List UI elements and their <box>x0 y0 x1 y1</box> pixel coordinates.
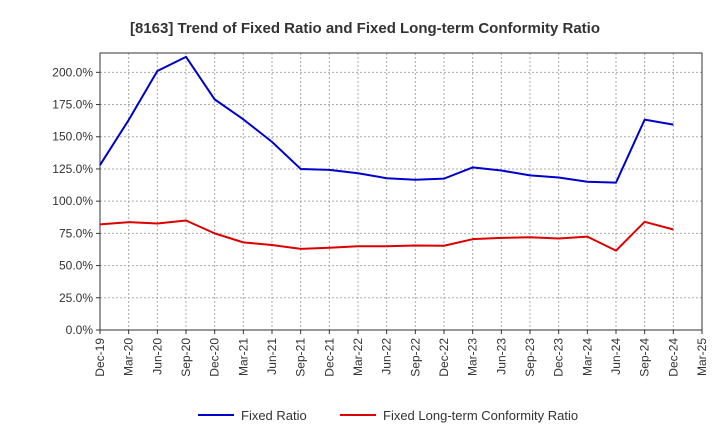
x-tick-label: Mar-22 <box>351 338 365 376</box>
x-tick-label: Dec-19 <box>93 338 107 377</box>
chart-title: [8163] Trend of Fixed Ratio and Fixed Lo… <box>130 20 600 37</box>
x-tick-label: Dec-24 <box>666 338 680 377</box>
legend: Fixed Ratio Fixed Long-term Conformity Ra… <box>198 408 578 423</box>
y-tick-label: 0.0% <box>66 323 94 337</box>
x-tick-label: Sep-23 <box>523 338 537 377</box>
x-tick-label: Jun-21 <box>265 338 279 375</box>
series-line-fixed-ratio <box>99 55 674 184</box>
legend-label-fixed-ratio: Fixed Ratio <box>241 408 307 423</box>
x-tick-label: Sep-22 <box>408 338 422 377</box>
y-tick-labels: 0.0% 25.0% 50.0% 75.0% 100.0% 125.0% 150.0% 175… <box>52 65 93 337</box>
x-tick-label: Dec-23 <box>552 338 566 377</box>
x-tick-label: Jun-22 <box>380 338 394 375</box>
plot-frame <box>99 52 703 331</box>
series-lines <box>99 55 674 252</box>
legend-label-fixed-long-term-conformity-ratio: Fixed Long-term Conformity Ratio <box>383 408 578 423</box>
x-tick-label: Mar-21 <box>236 338 250 376</box>
x-tick-label: Sep-24 <box>638 338 652 377</box>
x-tick-label: Mar-24 <box>580 338 594 376</box>
y-tick-label: 175.0% <box>52 98 93 112</box>
x-tick-label: Mar-20 <box>122 338 136 376</box>
axes <box>96 52 703 334</box>
y-tick-label: 25.0% <box>59 291 93 305</box>
x-tick-label: Dec-21 <box>322 338 336 377</box>
y-tick-label: 125.0% <box>52 162 93 176</box>
x-tick-label: Mar-25 <box>695 338 709 376</box>
grid-lines <box>99 53 703 331</box>
y-tick-label: 50.0% <box>59 259 93 273</box>
y-tick-label: 75.0% <box>59 226 93 240</box>
x-tick-labels: Dec-19 Mar-20 Jun-20 Sep-20 Dec-20 Mar-21 Jun-… <box>93 338 709 377</box>
series-line-fixed-long-term-conformity-ratio <box>99 219 674 252</box>
x-tick-label: Jun-20 <box>150 338 164 375</box>
x-tick-label: Jun-24 <box>609 338 623 375</box>
x-tick-label: Mar-23 <box>466 338 480 376</box>
y-tick-label: 100.0% <box>52 194 93 208</box>
y-tick-label: 200.0% <box>52 65 93 79</box>
x-tick-label: Jun-23 <box>494 338 508 375</box>
x-tick-label: Dec-20 <box>208 338 222 377</box>
x-tick-label: Dec-22 <box>437 338 451 377</box>
x-tick-label: Sep-21 <box>294 338 308 377</box>
y-tick-label: 150.0% <box>52 130 93 144</box>
x-tick-label: Sep-20 <box>179 338 193 377</box>
